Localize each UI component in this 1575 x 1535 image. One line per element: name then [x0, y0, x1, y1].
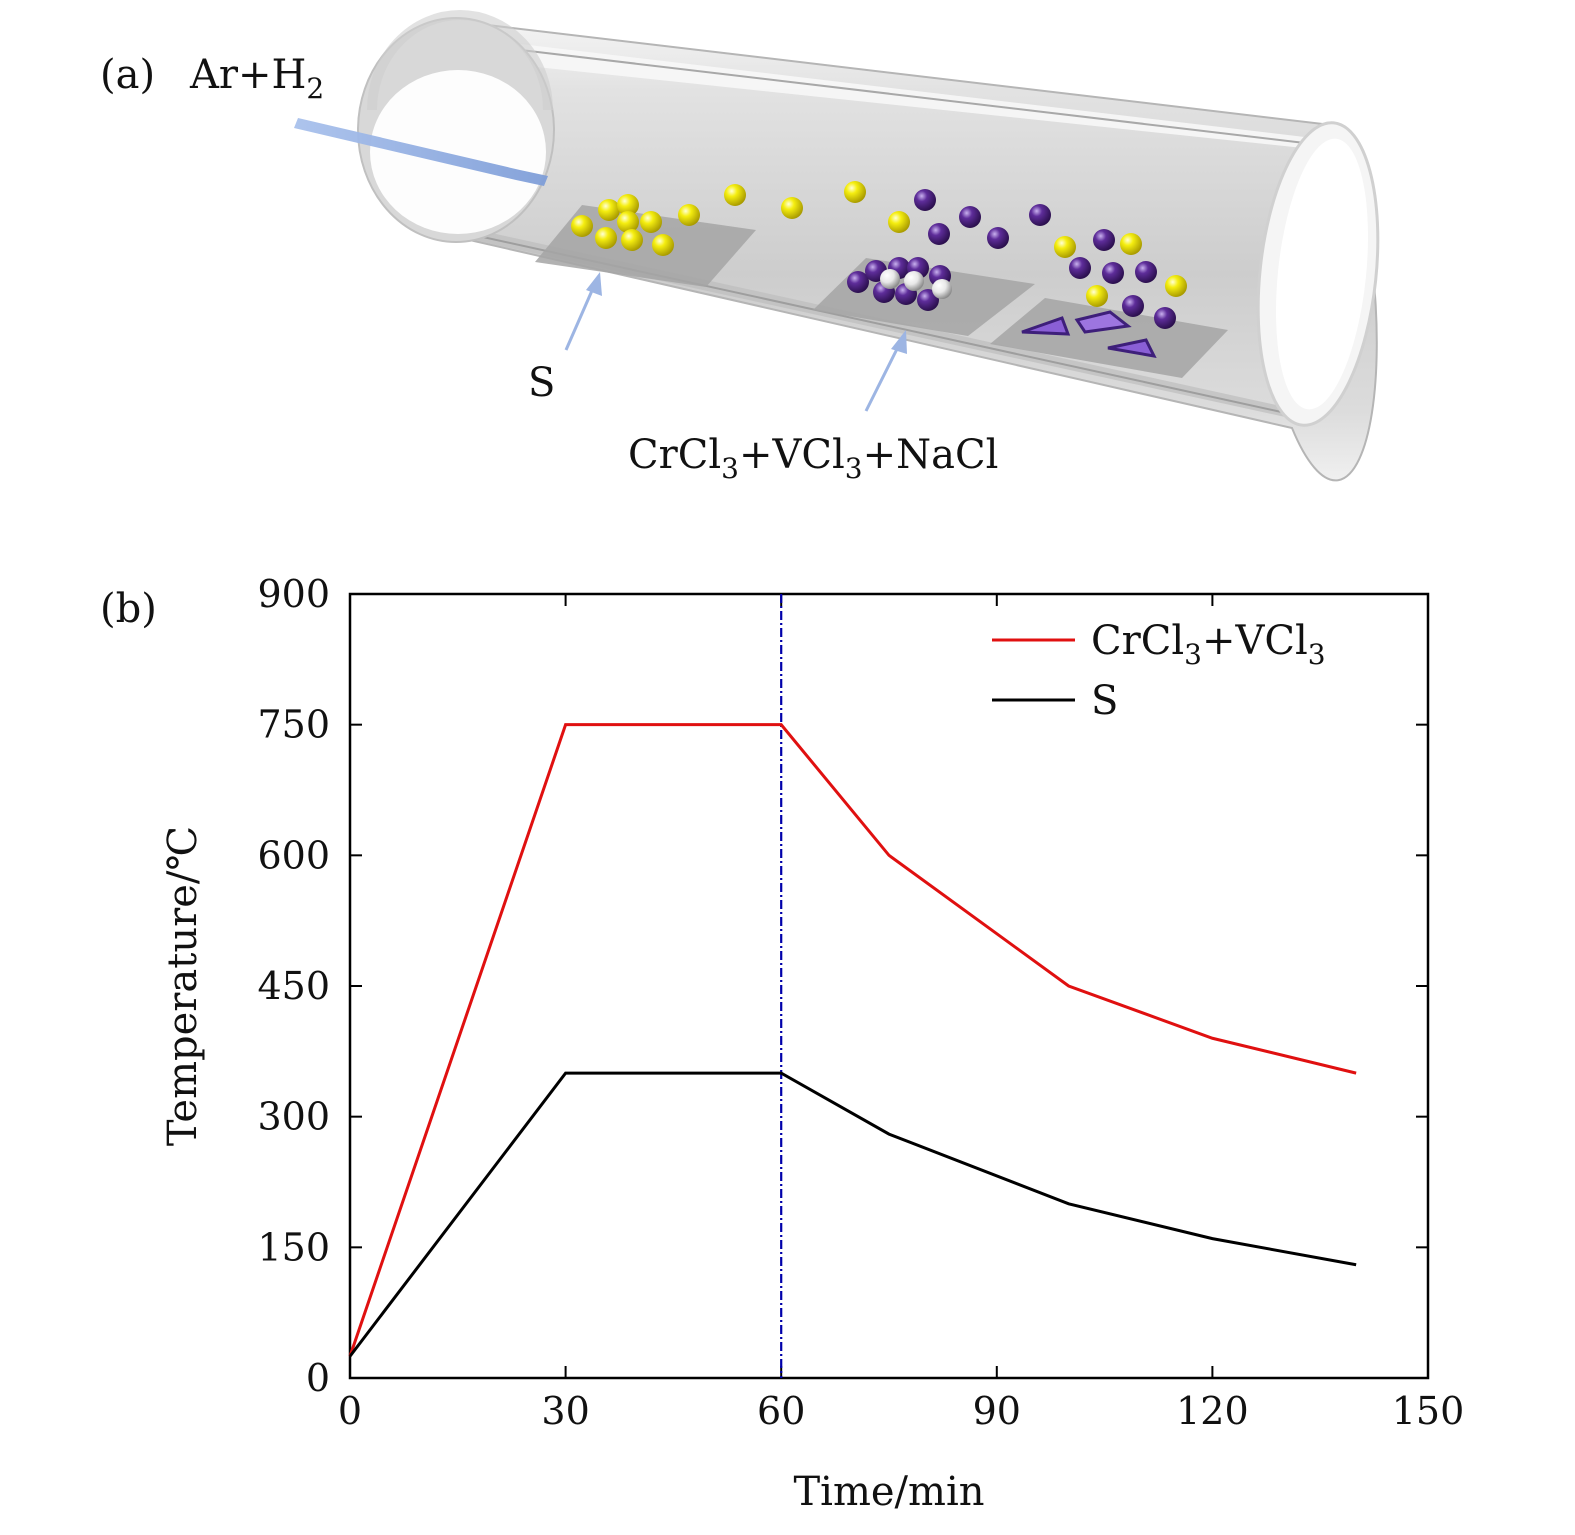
metal-chloride-atoms: [847, 189, 1176, 329]
chart-legend: CrCl3+VCl3 S: [992, 618, 1326, 724]
gas-flow-arrow: [294, 118, 548, 186]
series-line-0: [348, 723, 1357, 1357]
chart-series: [348, 723, 1357, 1358]
legend-label: S: [1091, 678, 1118, 724]
y-tick-label: 600: [257, 833, 330, 877]
x-axis-title: Time/min: [793, 1469, 984, 1515]
growth-substrate: [990, 298, 1228, 378]
grown-flakes: [1021, 310, 1157, 358]
x-tick-label: 0: [338, 1389, 362, 1433]
chart-ticks: 0 30 60 90 120 150 0 150 300 450 600 750 900: [257, 572, 1464, 1433]
y-tick-label: 0: [306, 1356, 330, 1400]
panel-b-label: (b): [100, 586, 157, 632]
x-tick-label: 120: [1176, 1389, 1249, 1433]
y-tick-label: 750: [257, 703, 330, 747]
salt-atoms: [880, 269, 952, 299]
x-tick-label: 150: [1392, 1389, 1465, 1433]
y-tick-label: 450: [257, 964, 330, 1008]
y-axis-title: Temperature/℃: [160, 826, 206, 1146]
panel-a-tube-schematic: (a): [100, 10, 1380, 485]
sulfur-atoms: [571, 181, 1187, 307]
precursor-label: CrCl3+VCl3+NaCl: [628, 432, 998, 485]
series-line-1: [348, 1071, 1357, 1358]
y-tick-label: 150: [257, 1225, 330, 1269]
x-tick-label: 60: [757, 1389, 805, 1433]
plot-frame: [348, 592, 1430, 1380]
legend-label: CrCl3+VCl3: [1091, 618, 1326, 671]
y-tick-label: 900: [257, 572, 330, 616]
x-tick-label: 90: [973, 1389, 1021, 1433]
precursor-pointer-arrow: [864, 330, 907, 412]
panel-b-temperature-chart: (b) 0 30 60 90 120 150 0 150 300 450 600 750 900 CrC…: [100, 572, 1464, 1515]
y-tick-label: 300: [257, 1095, 330, 1139]
x-tick-label: 30: [541, 1389, 589, 1433]
panel-a-label: (a): [100, 52, 155, 98]
gas-label: Ar+H2: [189, 52, 324, 105]
sulfur-source-label: S: [528, 360, 555, 406]
s-pointer-arrow: [564, 272, 602, 351]
